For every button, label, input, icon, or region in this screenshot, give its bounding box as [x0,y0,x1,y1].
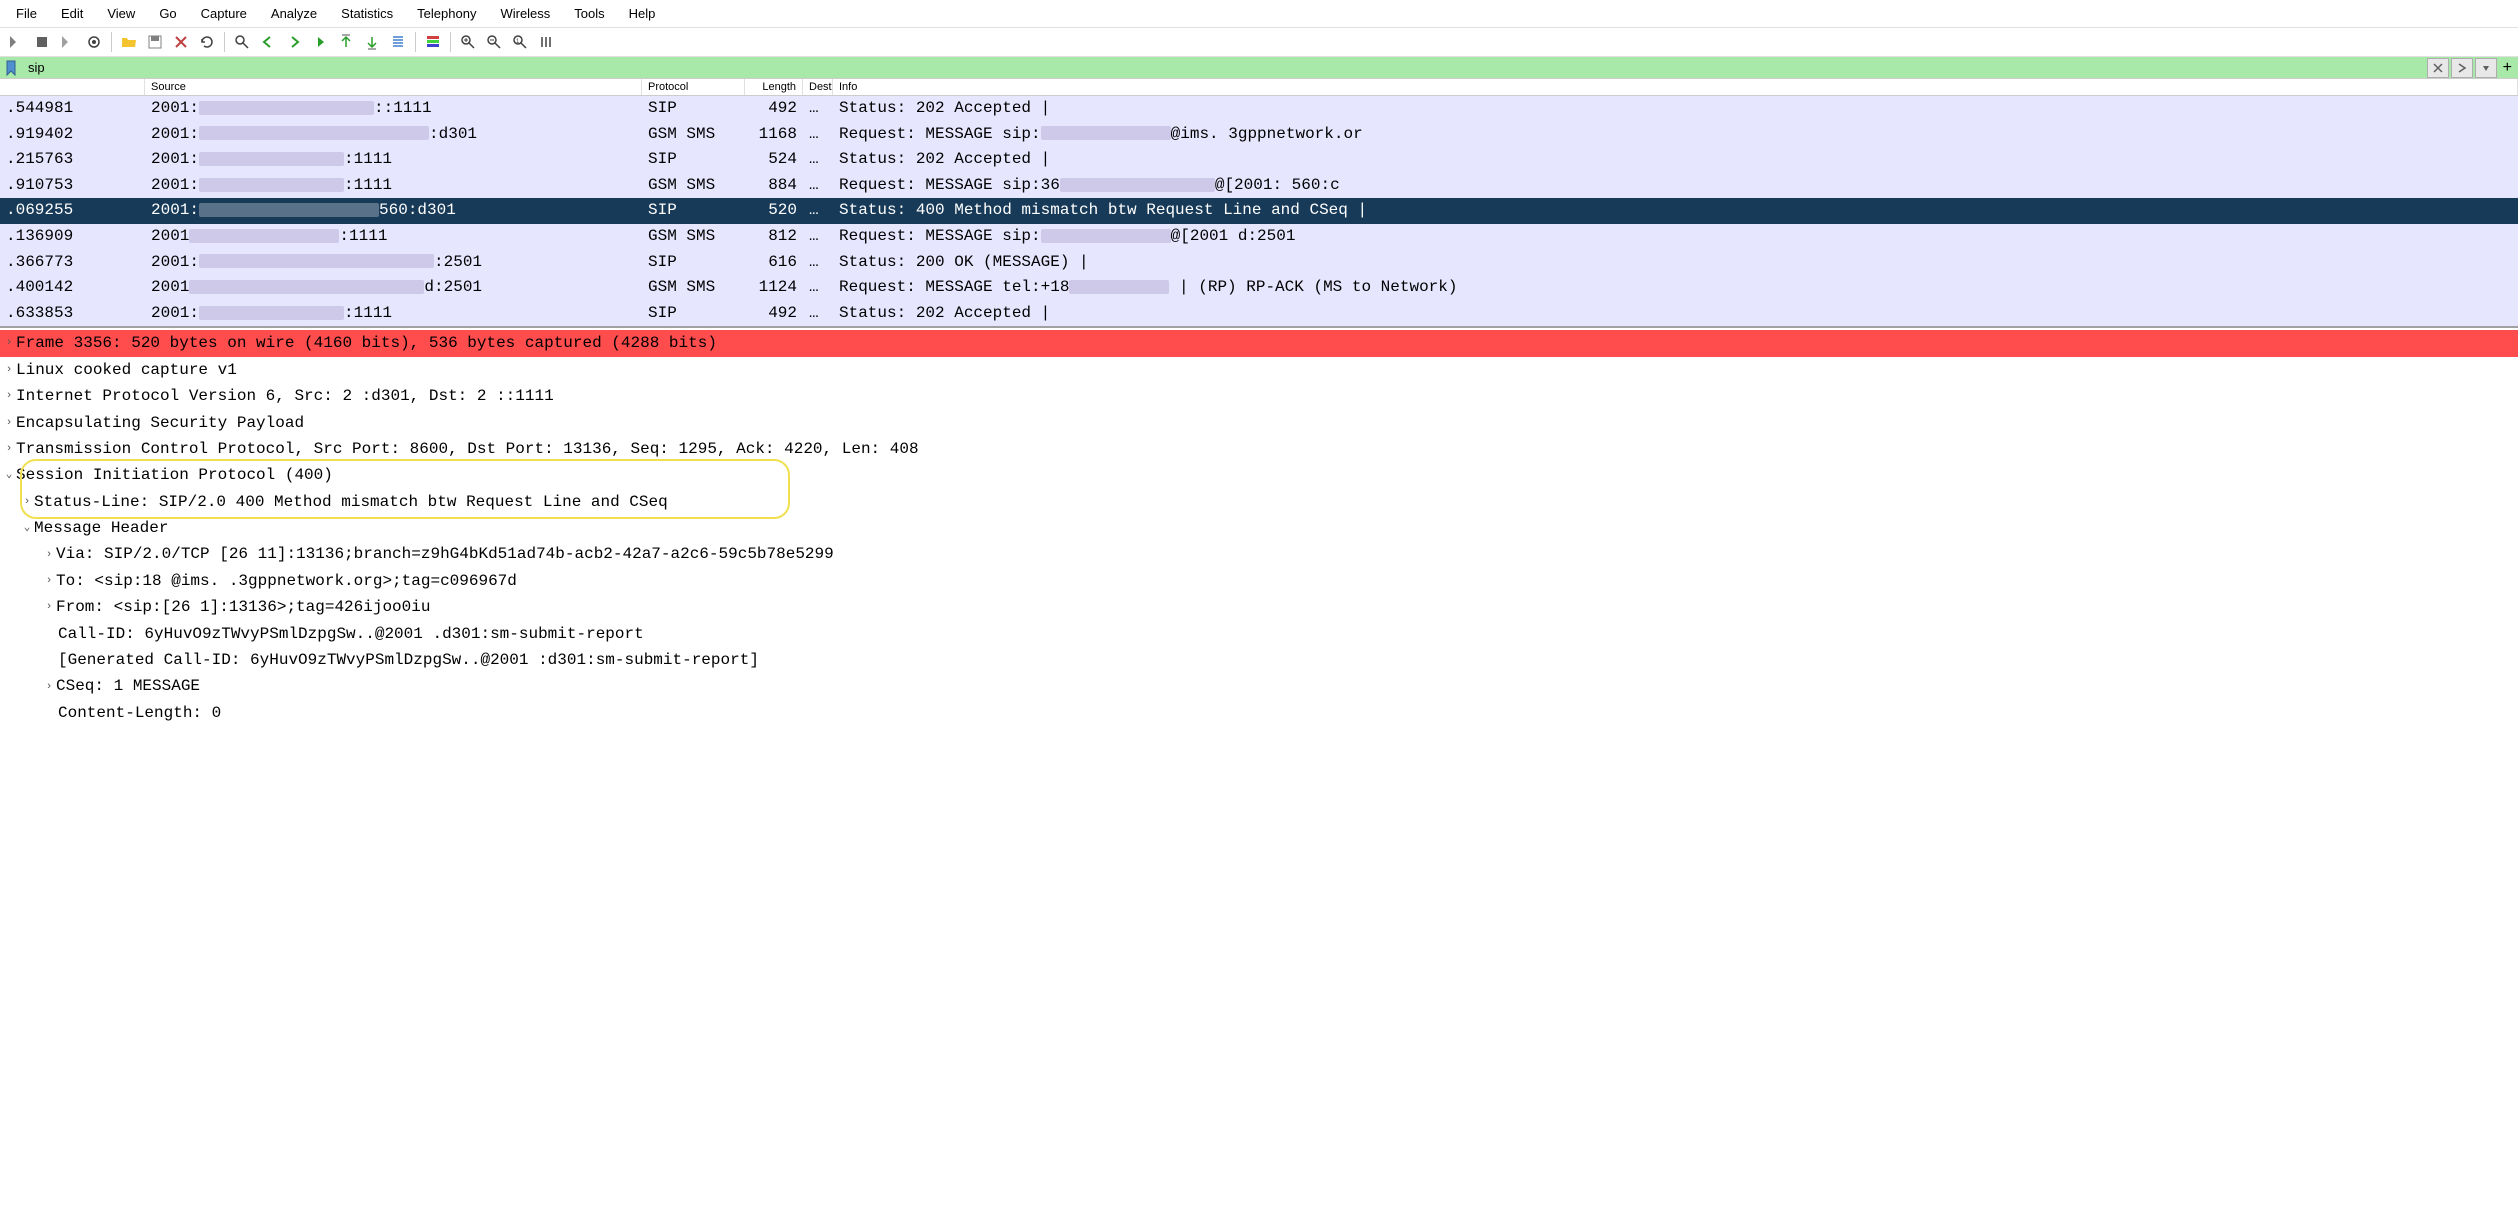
toolbar-separator [415,32,416,52]
zoom-out-button[interactable] [482,30,506,54]
packet-row[interactable]: .6338532001::1111SIP492…Status: 202 Acce… [0,301,2518,327]
menu-statistics[interactable]: Statistics [329,2,405,25]
filter-dropdown-button[interactable] [2475,58,2497,78]
zoom-reset-button[interactable]: 1 [508,30,532,54]
add-filter-button[interactable]: + [2497,59,2518,77]
toolbar-separator [224,32,225,52]
clear-filter-button[interactable] [2427,58,2449,78]
resize-columns-button[interactable] [534,30,558,54]
find-packet-button[interactable] [230,30,254,54]
detail-content-length[interactable]: Content-Length: 0 [0,700,2518,726]
menu-view[interactable]: View [95,2,147,25]
menu-tools[interactable]: Tools [562,2,616,25]
packet-details-pane: ›Frame 3356: 520 bytes on wire (4160 bit… [0,326,2518,726]
toolbar-separator [111,32,112,52]
restart-capture-button[interactable] [56,30,80,54]
packet-list: Source Protocol Length Dest Info .544981… [0,79,2518,326]
detail-callid[interactable]: Call-ID: 6yHuvO9zTWvyPSmlDzpgSw..@2001 .… [0,621,2518,647]
apply-filter-button[interactable] [2451,58,2473,78]
stop-capture-button[interactable] [30,30,54,54]
go-to-packet-button[interactable] [308,30,332,54]
menu-telephony[interactable]: Telephony [405,2,488,25]
toolbar: 1 [0,28,2518,57]
save-file-button[interactable] [143,30,167,54]
toolbar-separator [450,32,451,52]
zoom-in-button[interactable] [456,30,480,54]
display-filter-input[interactable] [22,57,2425,78]
go-back-button[interactable] [256,30,280,54]
menu-file[interactable]: File [4,2,49,25]
detail-via[interactable]: ›Via: SIP/2.0/TCP [26 11]:13136;branch=z… [0,541,2518,567]
detail-message-header[interactable]: ⌄Message Header [0,515,2518,541]
open-file-button[interactable] [117,30,141,54]
colorize-button[interactable] [421,30,445,54]
detail-tcp[interactable]: ›Transmission Control Protocol, Src Port… [0,436,2518,462]
packet-row[interactable]: .0692552001:560:d301SIP520…Status: 400 M… [0,198,2518,224]
detail-gen-callid[interactable]: [Generated Call-ID: 6yHuvO9zTWvyPSmlDzpg… [0,647,2518,673]
detail-cseq[interactable]: ›CSeq: 1 MESSAGE [0,673,2518,699]
reload-button[interactable] [195,30,219,54]
detail-status-line[interactable]: ›Status-Line: SIP/2.0 400 Method mismatc… [0,489,2518,515]
capture-options-button[interactable] [82,30,106,54]
packet-row[interactable]: .9107532001::1111GSM SMS884…Request: MES… [0,173,2518,199]
packet-row[interactable]: .2157632001::1111SIP524…Status: 202 Acce… [0,147,2518,173]
detail-esp[interactable]: ›Encapsulating Security Payload [0,410,2518,436]
packet-row[interactable]: .9194022001::d301GSM SMS1168…Request: ME… [0,122,2518,148]
menu-bar: FileEditViewGoCaptureAnalyzeStatisticsTe… [0,0,2518,28]
col-time[interactable] [0,79,145,95]
menu-capture[interactable]: Capture [189,2,259,25]
menu-go[interactable]: Go [147,2,188,25]
col-protocol[interactable]: Protocol [642,79,745,95]
packet-row[interactable]: .5449812001:::1111SIP492…Status: 202 Acc… [0,96,2518,122]
detail-sip[interactable]: ⌄Session Initiation Protocol (400) [0,462,2518,488]
close-file-button[interactable] [169,30,193,54]
auto-scroll-button[interactable] [386,30,410,54]
menu-analyze[interactable]: Analyze [259,2,329,25]
packet-row[interactable]: .1369092001:1111GSM SMS812…Request: MESS… [0,224,2518,250]
menu-help[interactable]: Help [617,2,668,25]
col-source[interactable]: Source [145,79,642,95]
go-last-button[interactable] [360,30,384,54]
col-length[interactable]: Length [745,79,803,95]
packet-row[interactable]: .3667732001::2501SIP616…Status: 200 OK (… [0,250,2518,276]
bookmark-icon[interactable] [0,60,22,76]
start-capture-button[interactable] [4,30,28,54]
menu-wireless[interactable]: Wireless [488,2,562,25]
detail-ipv6[interactable]: ›Internet Protocol Version 6, Src: 2 :d3… [0,383,2518,409]
go-first-button[interactable] [334,30,358,54]
col-dest[interactable]: Dest [803,79,833,95]
detail-linux-cooked[interactable]: ›Linux cooked capture v1 [0,357,2518,383]
detail-to[interactable]: ›To: <sip:18 @ims. .3gppnetwork.org>;tag… [0,568,2518,594]
display-filter-bar: + [0,57,2518,79]
packet-list-header: Source Protocol Length Dest Info [0,79,2518,96]
go-forward-button[interactable] [282,30,306,54]
col-info[interactable]: Info [833,79,2518,95]
menu-edit[interactable]: Edit [49,2,95,25]
detail-from[interactable]: ›From: <sip:[26 1]:13136>;tag=426ijoo0iu [0,594,2518,620]
packet-row[interactable]: .4001422001d:2501GSM SMS1124…Request: ME… [0,275,2518,301]
detail-frame[interactable]: ›Frame 3356: 520 bytes on wire (4160 bit… [0,330,2518,356]
